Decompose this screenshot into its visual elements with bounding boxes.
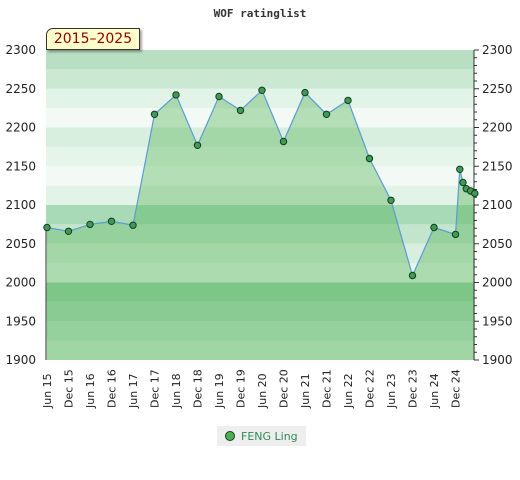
data-point [430,223,438,232]
x-tick-label: Jun 16 [84,373,97,409]
axis-layer: 1900 1900 1950 1950 2000 2000 2050 2050 2100 2100… [5,43,512,409]
y-tick-label-right: 1900 [482,353,513,367]
data-point [215,92,223,101]
background-band [46,166,474,186]
data-point [150,110,159,119]
background-band [46,321,474,341]
data-point [172,91,180,99]
x-tick-label: Jun 17 [127,373,140,409]
data-point [471,189,479,198]
data-point [365,154,374,163]
x-tick-label: Dec 17 [149,369,162,408]
background-band [46,263,474,283]
y-tick-label-left: 2000 [5,276,36,290]
background-band [46,88,474,109]
background-band [46,50,474,70]
data-point [459,178,467,187]
data-point [258,86,266,95]
background-band [46,185,474,205]
y-tick-label-left: 2100 [5,198,36,212]
y-tick-label-left: 1950 [5,314,36,328]
x-tick-label: Jun 21 [299,373,312,409]
y-tick-label-right: 2300 [482,43,513,57]
legend[interactable]: FENG Ling [217,426,306,446]
background-band [46,282,474,302]
x-tick-label: Dec 22 [364,369,377,408]
data-point [387,196,395,205]
background-band [46,340,474,360]
data-point [193,141,202,150]
period-label: 2015–2025 [46,28,140,50]
y-tick-label-left: 1900 [5,353,36,367]
data-point [322,110,331,119]
data-point [129,221,137,229]
y-tick-label-left: 2300 [5,43,36,57]
y-tick-label-left: 2150 [5,159,36,173]
legend-label: FENG Ling [241,429,298,443]
y-tick-label-right: 1950 [482,314,513,328]
chart-title: WOF ratinglist [214,7,307,20]
background-band [46,224,474,244]
x-tick-label: Jun 18 [170,373,183,409]
y-tick-label-left: 2250 [5,82,36,96]
y-tick-label-right: 2150 [482,159,513,173]
x-tick-label: Dec 15 [63,369,76,408]
data-point [107,217,116,226]
data-point [301,88,309,97]
y-tick-label-right: 2050 [482,237,513,251]
background-band [46,127,474,147]
x-tick-label: Dec 20 [278,369,291,408]
x-tick-label: Jun 23 [385,373,398,409]
x-tick-label: Jun 15 [41,373,54,409]
x-tick-label: Dec 16 [106,369,119,408]
y-tick-label-right: 2100 [482,198,513,212]
background-band [46,205,474,225]
background-band [46,301,474,322]
data-point [43,223,51,232]
y-tick-label-left: 2050 [5,237,36,251]
background-band [46,69,474,89]
x-tick-label: Dec 23 [407,369,420,408]
data-point [408,271,417,280]
x-tick-label: Jun 22 [342,373,355,409]
x-tick-label: Dec 21 [321,369,334,408]
y-tick-label-left: 2200 [5,121,36,135]
data-point [64,227,73,236]
data-point [279,137,288,146]
y-tick-label-right: 2200 [482,121,513,135]
background-band [46,243,474,264]
data-point [86,220,94,229]
x-tick-label: Jun 20 [256,373,269,409]
x-tick-label: Jun 24 [428,373,441,409]
x-tick-label: Dec 18 [192,369,205,408]
legend-marker-icon [225,431,235,441]
x-tick-label: Dec 24 [450,369,463,408]
x-tick-label: Dec 19 [235,369,248,408]
data-point [451,230,460,239]
data-point [344,96,352,105]
x-tick-label: Jun 19 [213,373,226,409]
y-tick-label-right: 2250 [482,82,513,96]
points-layer [43,86,479,280]
y-tick-label-right: 2000 [482,276,513,290]
data-point [236,106,245,115]
data-point [456,165,464,174]
